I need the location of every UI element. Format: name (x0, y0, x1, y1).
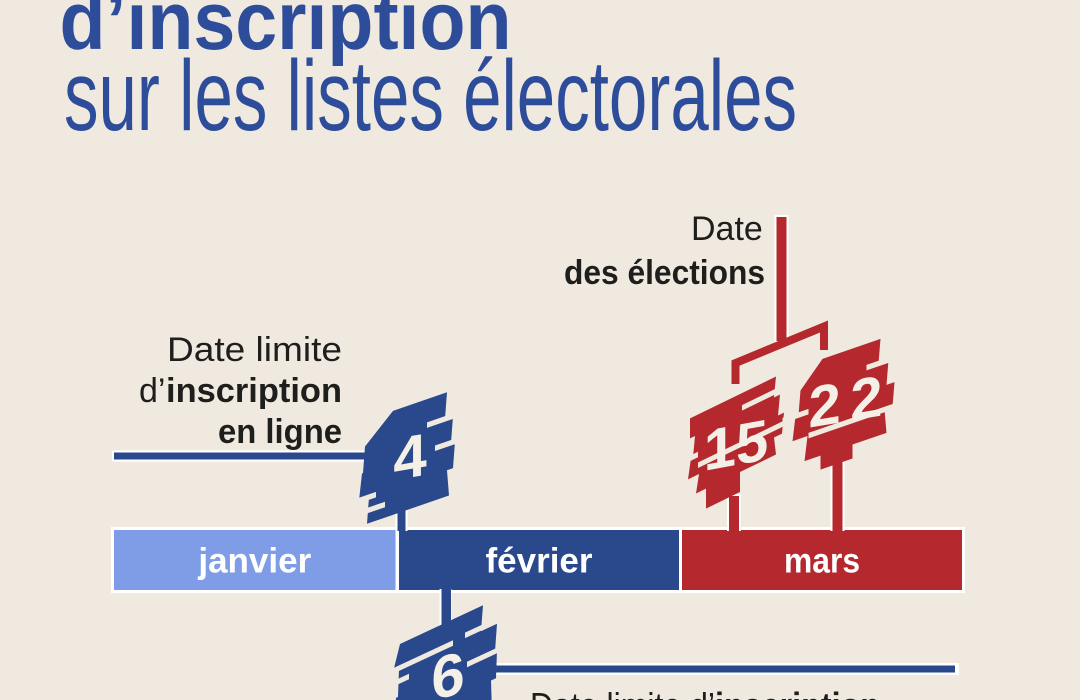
svg-text:Date limite: Date limite (167, 331, 342, 369)
svg-text:mars: mars (784, 542, 860, 581)
svg-text:sur les listes électorales: sur les listes électorales (64, 40, 797, 152)
svg-text:d’inscription: d’inscription (60, 0, 512, 67)
svg-text:d’: d’ (139, 372, 165, 410)
svg-text:en ligne: en ligne (218, 413, 342, 451)
svg-text:inscription: inscription (715, 685, 880, 700)
svg-text:6: 6 (431, 638, 464, 700)
svg-text:inscription: inscription (166, 372, 342, 410)
svg-text:janvier: janvier (197, 542, 311, 581)
svg-text:Date: Date (691, 210, 763, 248)
svg-text:des élections: des élections (564, 254, 765, 292)
svg-text:4: 4 (393, 420, 427, 493)
svg-text:février: février (485, 542, 592, 581)
svg-text:Date limite d’: Date limite d’ (530, 685, 715, 700)
svg-text:15: 15 (704, 408, 769, 484)
